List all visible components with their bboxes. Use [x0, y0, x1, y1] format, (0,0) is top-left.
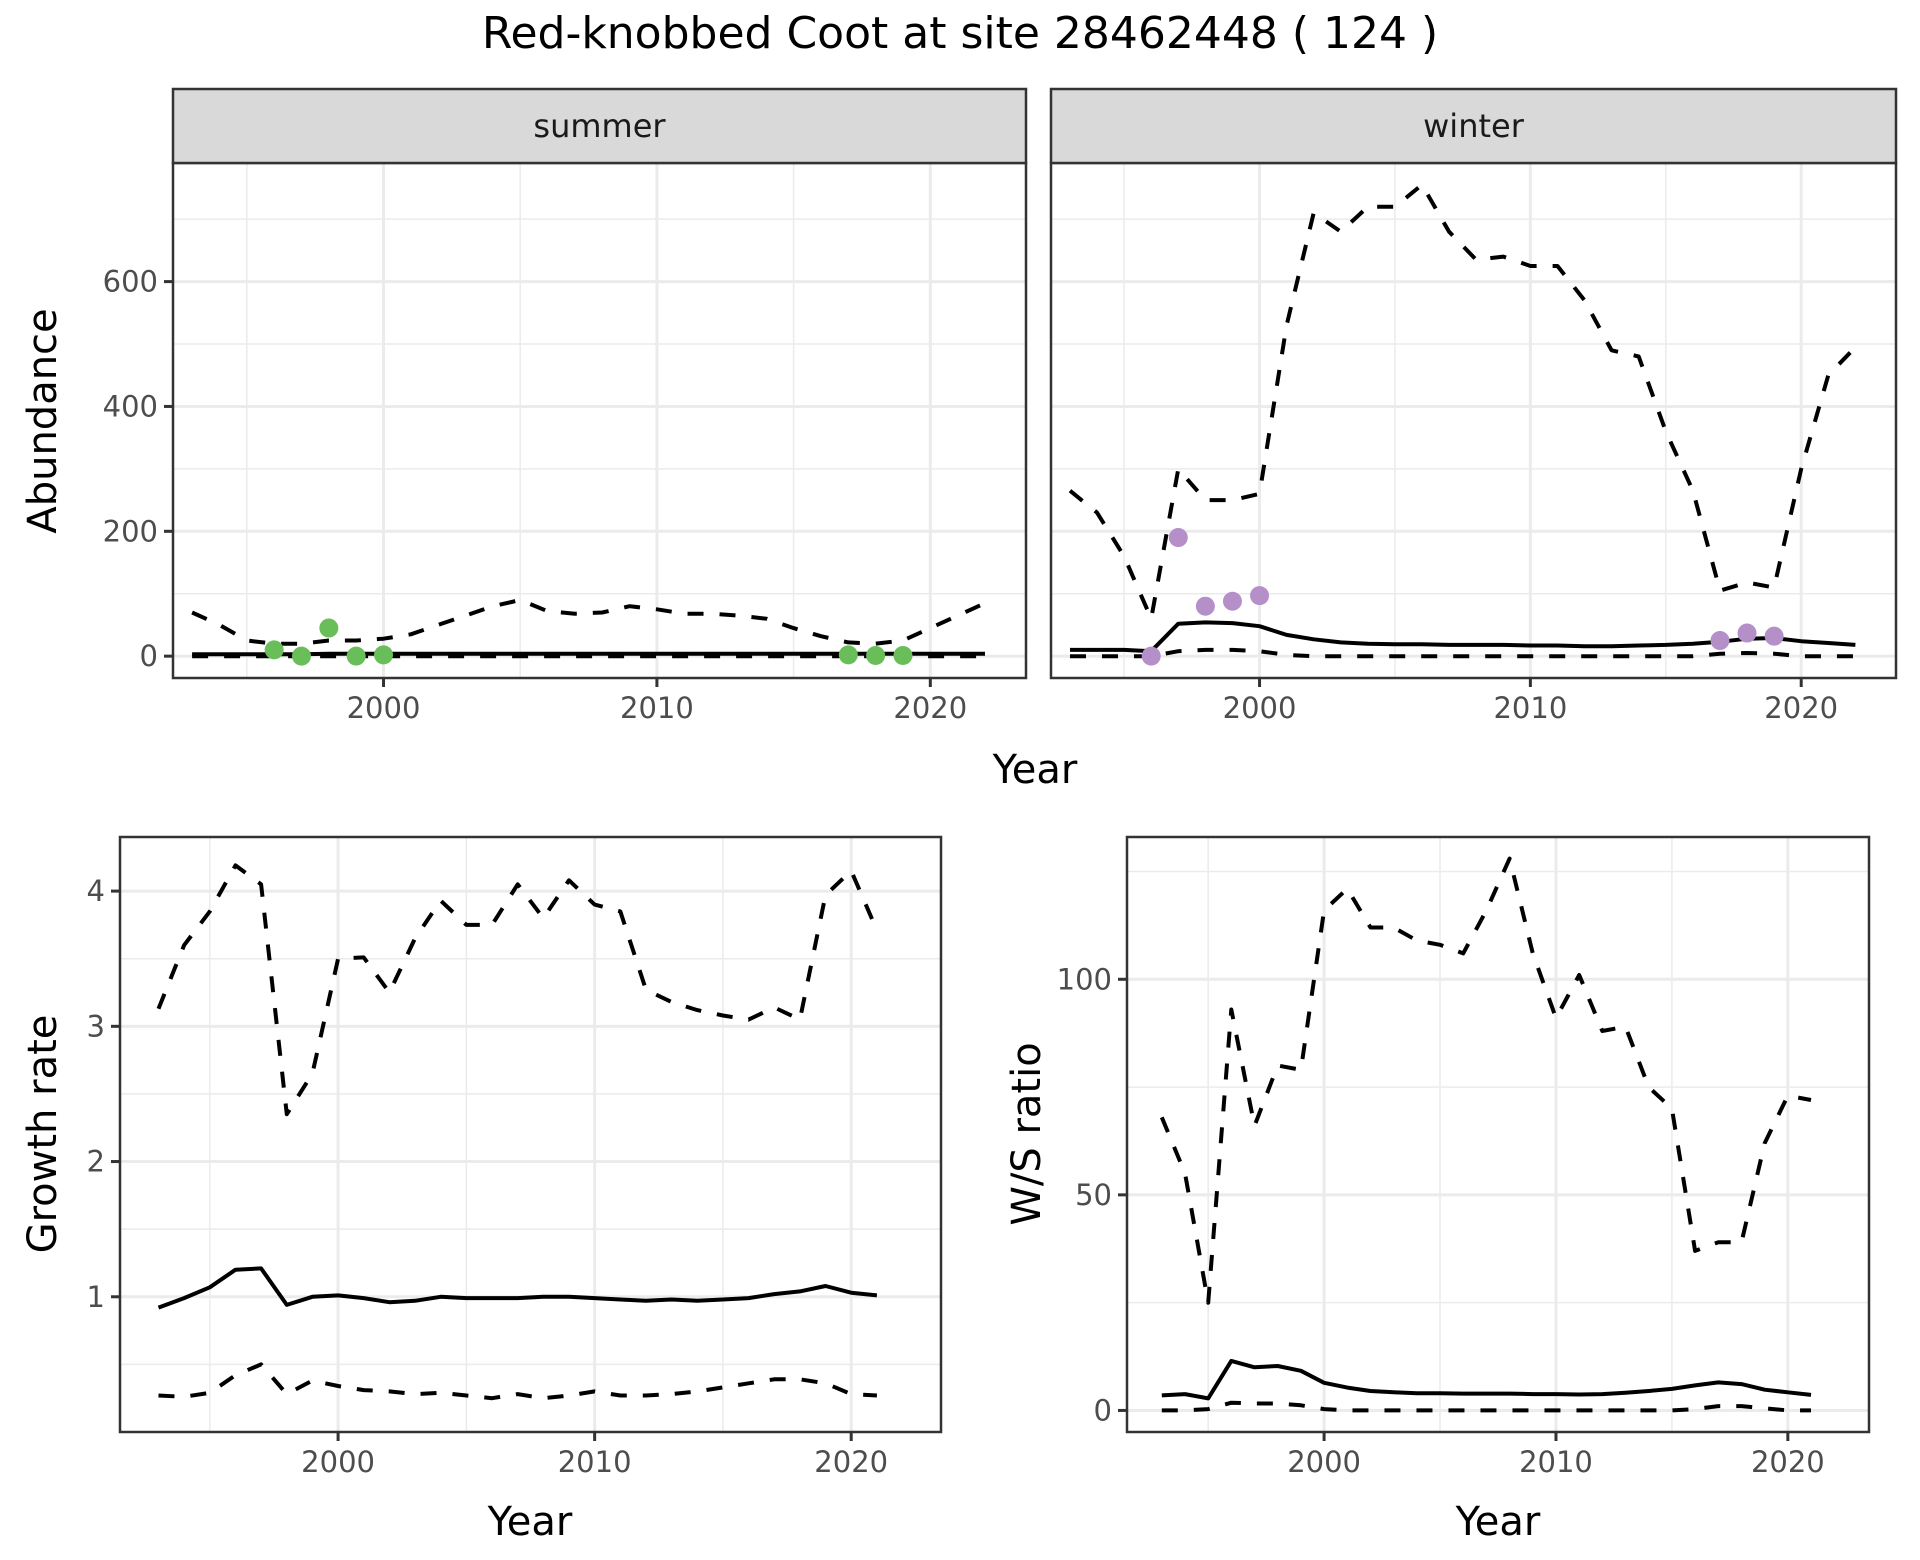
x-tick-label: 2010 [1493, 691, 1567, 725]
x-axis-title-ws: Year [1455, 1499, 1541, 1545]
data-point [319, 618, 339, 638]
series-estimate [1161, 1358, 1812, 1401]
data-point [1764, 626, 1784, 646]
x-tick-label: 2010 [1519, 1445, 1593, 1479]
panel-ws-ratio: 2000 2010 2020 0 50 100 [1057, 835, 1871, 1479]
x-tick-label: 2000 [1223, 691, 1297, 725]
x-tick-label: 2000 [301, 1445, 375, 1479]
facet-label-summer: summer [533, 107, 666, 145]
data-point [291, 646, 311, 666]
x-axis-title-growth: Year [487, 1499, 573, 1545]
series-upper [1159, 856, 1812, 1305]
panel-growth-rate: 2000 2010 2020 1 2 3 4 [87, 835, 943, 1479]
y-tick-label: 4 [87, 874, 105, 908]
x-tick-label: 2020 [1764, 691, 1838, 725]
data-point [1222, 591, 1242, 611]
chart-title: Red-knobbed Coot at site 28462448 ( 124 … [481, 8, 1439, 59]
y-tick-label: 1 [87, 1280, 105, 1314]
y-tick-label: 200 [103, 514, 158, 548]
data-point [1250, 586, 1270, 606]
facet-strip-winter [1049, 87, 1898, 165]
data-point [838, 645, 858, 665]
plot-background [1051, 163, 1896, 678]
data-point [346, 646, 366, 666]
y-axis-title-growth: Growth rate [20, 1015, 66, 1254]
facet-label-winter: winter [1423, 107, 1525, 145]
x-axis-title-top: Year [992, 747, 1078, 793]
series-estimate [157, 1266, 878, 1310]
x-tick-label: 2020 [893, 691, 967, 725]
data-point [374, 645, 394, 665]
x-tick-label: 2000 [1287, 1445, 1361, 1479]
x-tick-label: 2000 [347, 691, 421, 725]
data-point [893, 646, 913, 666]
data-point [1141, 646, 1161, 666]
plot-background [120, 837, 941, 1432]
panel-border [118, 835, 943, 1434]
data-point [1710, 631, 1730, 651]
y-tick-label: 0 [1094, 1393, 1112, 1427]
facet-strip-summer [171, 87, 1028, 165]
y-axis-title-ws: W/S ratio [1004, 1042, 1050, 1225]
series-upper [191, 598, 986, 646]
y-tick-label: 100 [1057, 962, 1112, 996]
series-lower [158, 1362, 878, 1401]
y-tick-label: 50 [1075, 1178, 1112, 1212]
series-lower [1161, 1400, 1811, 1413]
data-point [866, 646, 886, 666]
data-point [1168, 528, 1188, 548]
plot-background [173, 163, 1026, 678]
series-upper [156, 863, 879, 1117]
y-axis-title-abundance: Abundance [20, 308, 66, 533]
data-point [1195, 596, 1215, 616]
y-tick-label: 2 [87, 1145, 105, 1179]
y-tick-label: 400 [103, 389, 158, 423]
data-point [1737, 623, 1757, 643]
x-tick-label: 2010 [620, 691, 694, 725]
y-tick-label: 600 [103, 265, 158, 299]
y-tick-label: 3 [87, 1009, 105, 1043]
x-tick-label: 2010 [558, 1445, 632, 1479]
x-tick-label: 2020 [814, 1445, 888, 1479]
series-upper [1068, 182, 1857, 621]
plot-background [1127, 837, 1869, 1432]
x-tick-label: 2020 [1751, 1445, 1825, 1479]
panel-border [1125, 835, 1871, 1434]
y-tick-label: 0 [140, 639, 158, 673]
panel-summer: 2000 2010 2020 0 200 400 600 [103, 161, 1028, 725]
panel-winter: 2000 2010 2020 [1049, 161, 1898, 725]
data-point [264, 640, 284, 660]
